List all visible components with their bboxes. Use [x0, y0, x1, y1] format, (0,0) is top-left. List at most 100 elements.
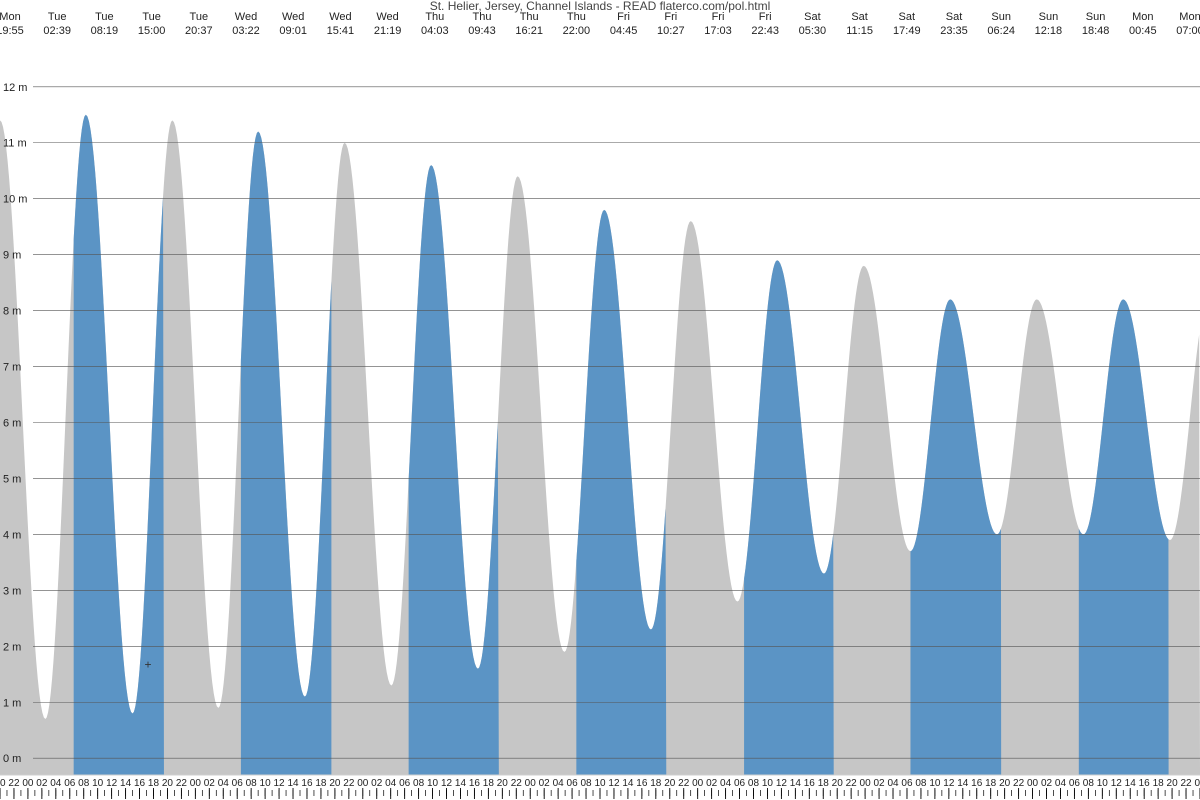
x-axis-label: 22	[8, 778, 20, 789]
x-axis-label: 18	[483, 778, 495, 789]
top-time-label: 09:01	[279, 25, 307, 37]
top-time-label: 02:39	[43, 25, 71, 37]
x-axis-label: 00	[22, 778, 34, 789]
x-axis-label: 10	[260, 778, 272, 789]
x-axis-label: 10	[594, 778, 606, 789]
x-axis-label: 10	[1097, 778, 1109, 789]
x-axis-label: 12	[943, 778, 955, 789]
top-time-label: 16:21	[515, 25, 543, 37]
x-axis-label: 04	[385, 778, 397, 789]
x-axis-label: 04	[887, 778, 899, 789]
x-axis-label: 20	[832, 778, 844, 789]
y-axis-label: 7 m	[3, 362, 21, 374]
top-time-label: 05:30	[799, 25, 827, 37]
x-axis-label: 02	[371, 778, 383, 789]
y-axis-label: 11 m	[3, 138, 27, 150]
x-axis-label: 10	[929, 778, 941, 789]
x-axis-label: 08	[915, 778, 927, 789]
top-time-label: 20:37	[185, 25, 213, 37]
x-axis-label: 02	[204, 778, 216, 789]
top-day-label: Sat	[804, 11, 821, 23]
x-axis-label: 00	[860, 778, 872, 789]
top-day-label: Sat	[851, 11, 868, 23]
top-time-label: 15:41	[327, 25, 355, 37]
tide-chart: 0 m1 m2 m3 m4 m5 m6 m7 m8 m9 m10 m11 m12…	[0, 0, 1200, 800]
x-axis-label: 00	[357, 778, 369, 789]
x-axis-label: 06	[399, 778, 411, 789]
y-axis-label: 4 m	[3, 529, 21, 541]
x-axis-label: 06	[734, 778, 746, 789]
top-time-label: 18:48	[1082, 25, 1110, 37]
top-time-label: 09:43	[468, 25, 496, 37]
top-day-label: Mon	[1179, 11, 1200, 23]
x-axis-label: 16	[971, 778, 983, 789]
x-axis-label: 12	[106, 778, 118, 789]
top-time-label: 06:24	[987, 25, 1015, 37]
y-axis-label: 5 m	[3, 473, 21, 485]
top-day-label: Tue	[190, 11, 209, 23]
x-axis-label: 08	[78, 778, 90, 789]
x-axis-label: 06	[64, 778, 76, 789]
y-axis-label: 0 m	[3, 753, 21, 765]
marker-cross: +	[144, 658, 151, 672]
x-axis-label: 16	[301, 778, 313, 789]
top-day-label: Wed	[376, 11, 398, 23]
x-axis-label: 20	[999, 778, 1011, 789]
x-axis-label: 22	[678, 778, 690, 789]
x-axis-label: 04	[720, 778, 732, 789]
x-axis-label: 10	[92, 778, 104, 789]
top-day-label: Tue	[142, 11, 161, 23]
top-time-label: 19:55	[0, 25, 24, 37]
x-axis-label: 08	[1083, 778, 1095, 789]
x-axis-label: 18	[148, 778, 160, 789]
x-axis-label: 22	[1180, 778, 1192, 789]
x-axis-label: 08	[246, 778, 258, 789]
x-axis-label: 00	[525, 778, 537, 789]
x-axis-label: 12	[441, 778, 453, 789]
x-axis-label: 20	[664, 778, 676, 789]
top-time-label: 03:22	[232, 25, 260, 37]
x-axis-label: 14	[790, 778, 802, 789]
x-axis-label: 18	[1153, 778, 1165, 789]
x-axis-label: 12	[608, 778, 620, 789]
x-axis-label: 08	[748, 778, 760, 789]
chart-svg: 0 m1 m2 m3 m4 m5 m6 m7 m8 m9 m10 m11 m12…	[0, 0, 1200, 800]
top-day-label: Sun	[1086, 11, 1106, 23]
x-axis-label: 08	[580, 778, 592, 789]
tide-area-day	[1079, 299, 1169, 775]
y-axis-label: 6 m	[3, 418, 21, 430]
x-axis-label: 14	[622, 778, 634, 789]
y-axis-label: 9 m	[3, 250, 21, 262]
y-axis-label: 2 m	[3, 641, 21, 653]
x-axis-label: 22	[511, 778, 523, 789]
x-axis-label: 04	[218, 778, 230, 789]
x-axis-label: 20	[162, 778, 174, 789]
x-axis-label: 00	[1027, 778, 1039, 789]
x-axis-label: 18	[818, 778, 830, 789]
top-time-label: 07:00	[1176, 25, 1200, 37]
x-axis-label: 00	[1194, 778, 1200, 789]
x-axis-label: 22	[1013, 778, 1025, 789]
y-axis-label: 8 m	[3, 306, 21, 318]
chart-title: St. Helier, Jersey, Channel Islands - RE…	[430, 0, 771, 13]
x-axis-label: 20	[0, 778, 6, 789]
x-axis-label: 20	[1167, 778, 1179, 789]
x-axis-label: 14	[455, 778, 467, 789]
top-time-label: 11:15	[846, 25, 873, 37]
y-axis-label: 10 m	[3, 194, 27, 206]
top-time-label: 23:35	[940, 25, 968, 37]
x-axis-label: 06	[567, 778, 579, 789]
x-axis-label: 16	[134, 778, 146, 789]
x-axis-label: 06	[901, 778, 913, 789]
x-axis-label: 02	[706, 778, 718, 789]
x-axis-label: 14	[957, 778, 969, 789]
y-axis-label: 3 m	[3, 585, 21, 597]
tide-area-day	[910, 299, 1001, 775]
top-time-label: 22:00	[563, 25, 591, 37]
x-axis-label: 12	[274, 778, 286, 789]
x-axis-label: 22	[343, 778, 355, 789]
x-axis-label: 02	[1041, 778, 1053, 789]
x-axis-label: 14	[1125, 778, 1137, 789]
x-axis-label: 18	[985, 778, 997, 789]
top-day-label: Mon	[1132, 11, 1153, 23]
